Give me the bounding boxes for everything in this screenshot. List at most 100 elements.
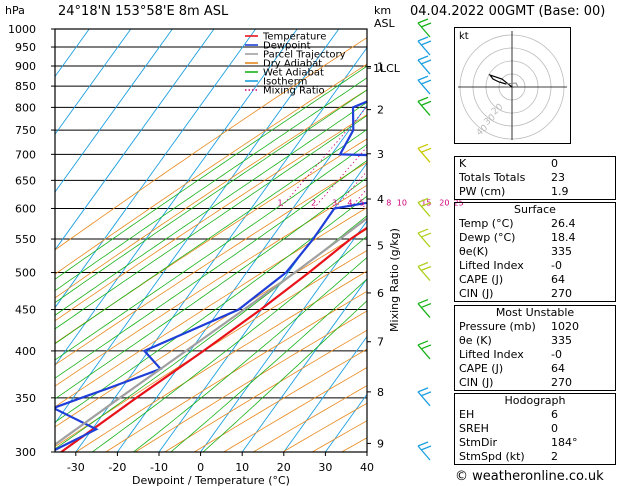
dry-adiabat-line bbox=[135, 310, 367, 452]
wind-barb bbox=[417, 75, 432, 95]
temperature-line bbox=[60, 226, 367, 452]
dry-adiabat-line bbox=[55, 37, 367, 251]
isotherm-line bbox=[117, 104, 367, 452]
mixing-ratio-label: 5 bbox=[360, 198, 365, 207]
pressure-label: 700 bbox=[15, 148, 36, 161]
isotherm-line bbox=[55, 29, 340, 424]
height-tick-label: 9 bbox=[377, 437, 384, 450]
temperature-tick-label: 10 bbox=[235, 461, 249, 474]
mixing-ratio-label: 20 bbox=[439, 198, 449, 207]
dry-adiabat-line bbox=[76, 270, 367, 452]
surface-label: Dewp (°C) bbox=[459, 231, 516, 244]
index-label: Totals Totals bbox=[459, 171, 526, 184]
unstable-label: CIN (J) bbox=[459, 376, 494, 389]
wet-adiabat-line bbox=[55, 143, 367, 361]
mixing-ratio-label: 15 bbox=[421, 198, 431, 207]
temperature-tick-label: 40 bbox=[360, 461, 374, 474]
dry-adiabat-line bbox=[55, 89, 367, 299]
pressure-label: 1000 bbox=[8, 23, 36, 36]
dry-adiabat-line bbox=[55, 63, 367, 275]
wet-adiabat-line bbox=[55, 114, 367, 330]
wet-adiabat-line bbox=[55, 159, 367, 379]
surface-row: CIN (J) 270 bbox=[455, 287, 615, 301]
mixing-ratio-label: 3 bbox=[332, 198, 337, 207]
hodo-label: StmDir bbox=[459, 436, 498, 449]
unstable-row: θe (K) 335 bbox=[455, 334, 615, 348]
index-label: PW (cm) bbox=[459, 185, 506, 198]
pressure-label: 650 bbox=[15, 174, 36, 187]
temperature-tick-label: -20 bbox=[108, 461, 126, 474]
wind-barb bbox=[417, 143, 432, 163]
pressure-label: 350 bbox=[15, 392, 36, 405]
isotherm-line bbox=[55, 29, 215, 251]
legend-label: Dewpoint bbox=[263, 41, 311, 52]
height-tick-label: 5 bbox=[377, 239, 384, 252]
wind-barb bbox=[417, 228, 432, 248]
dry-adiabat-line bbox=[55, 184, 367, 387]
surface-value: -0 bbox=[551, 259, 562, 272]
temperature-tick-label: -10 bbox=[150, 461, 168, 474]
unstable-value: -0 bbox=[551, 348, 562, 361]
footer-credit: © weatheronline.co.uk bbox=[455, 469, 604, 484]
pressure-label: 550 bbox=[15, 233, 36, 246]
index-row: Totals Totals 23 bbox=[455, 171, 615, 185]
isotherm-line bbox=[55, 29, 90, 78]
pressure-label: 300 bbox=[15, 446, 36, 459]
wet-adiabat-line bbox=[170, 278, 367, 452]
unstable-value: 1020 bbox=[551, 320, 579, 333]
surface-value: 18.4 bbox=[551, 231, 576, 244]
mixing-ratio-label: 4 bbox=[347, 198, 352, 207]
hodo-value: 0 bbox=[551, 422, 558, 435]
pressure-label: 400 bbox=[15, 345, 36, 358]
wet-adiabat-line bbox=[92, 235, 367, 452]
surface-label: CAPE (J) bbox=[459, 273, 504, 286]
surface-row: CAPE (J) 64 bbox=[455, 273, 615, 287]
pressure-label: 600 bbox=[15, 202, 36, 215]
most-unstable-title: Most Unstable bbox=[495, 306, 575, 319]
isotherm-line bbox=[200, 220, 367, 452]
index-value: 0 bbox=[551, 157, 558, 170]
surface-row: θe(K) 335 bbox=[455, 245, 615, 259]
wind-barb bbox=[417, 298, 432, 318]
wind-barb bbox=[417, 387, 432, 407]
dry-adiabat-line bbox=[55, 228, 367, 428]
hodo-label: SREH bbox=[459, 422, 489, 435]
wind-barb bbox=[417, 55, 432, 75]
legend-label: Mixing Ratio bbox=[263, 86, 325, 97]
legend-label: Wet Adiabat bbox=[263, 68, 324, 79]
wind-barb bbox=[417, 197, 432, 217]
surface-label: CIN (J) bbox=[459, 287, 494, 300]
unstable-label: Lifted Index bbox=[459, 348, 524, 361]
wet-adiabat-line bbox=[55, 101, 367, 316]
height-tick-label: 1 bbox=[377, 61, 384, 74]
wet-adiabat-line bbox=[202, 300, 367, 452]
plot-area bbox=[55, 29, 367, 452]
mixing-ratio-label: 2 bbox=[311, 198, 316, 207]
unstable-row: Pressure (mb) 1020 bbox=[455, 320, 615, 334]
hodograph-trace bbox=[488, 73, 513, 88]
unstable-label: CAPE (J) bbox=[459, 362, 504, 375]
pressure-label: 850 bbox=[15, 80, 36, 93]
unstable-value: 270 bbox=[551, 376, 572, 389]
dewpoint-line bbox=[55, 100, 367, 452]
hodo-row: StmDir 184° bbox=[455, 436, 615, 450]
hodograph-table: Hodograph EH 6 SREH 0 StmDir 184° StmSpd (kt) 2 bbox=[454, 393, 616, 465]
temperature-tick-label: 30 bbox=[318, 461, 332, 474]
surface-value: 270 bbox=[551, 287, 572, 300]
wet-adiabat-line bbox=[55, 177, 367, 400]
hodo-value: 184° bbox=[551, 436, 578, 449]
parcel-trajectory-line bbox=[55, 217, 367, 446]
dry-adiabat-line bbox=[105, 290, 367, 452]
surface-value: 335 bbox=[551, 245, 572, 258]
surface-label: Lifted Index bbox=[459, 259, 524, 272]
plot-frame bbox=[54, 28, 368, 453]
asl-unit-label: ASL bbox=[374, 17, 396, 30]
wind-barb bbox=[417, 340, 432, 360]
mixing-ratio-label: 1 bbox=[277, 198, 282, 207]
dry-adiabat-line bbox=[164, 329, 367, 452]
index-value: 23 bbox=[551, 171, 565, 184]
surface-label: Temp (°C) bbox=[459, 217, 514, 230]
height-tick-label: 2 bbox=[377, 104, 384, 117]
